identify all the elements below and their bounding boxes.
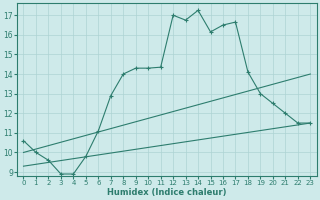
X-axis label: Humidex (Indice chaleur): Humidex (Indice chaleur)	[107, 188, 227, 197]
